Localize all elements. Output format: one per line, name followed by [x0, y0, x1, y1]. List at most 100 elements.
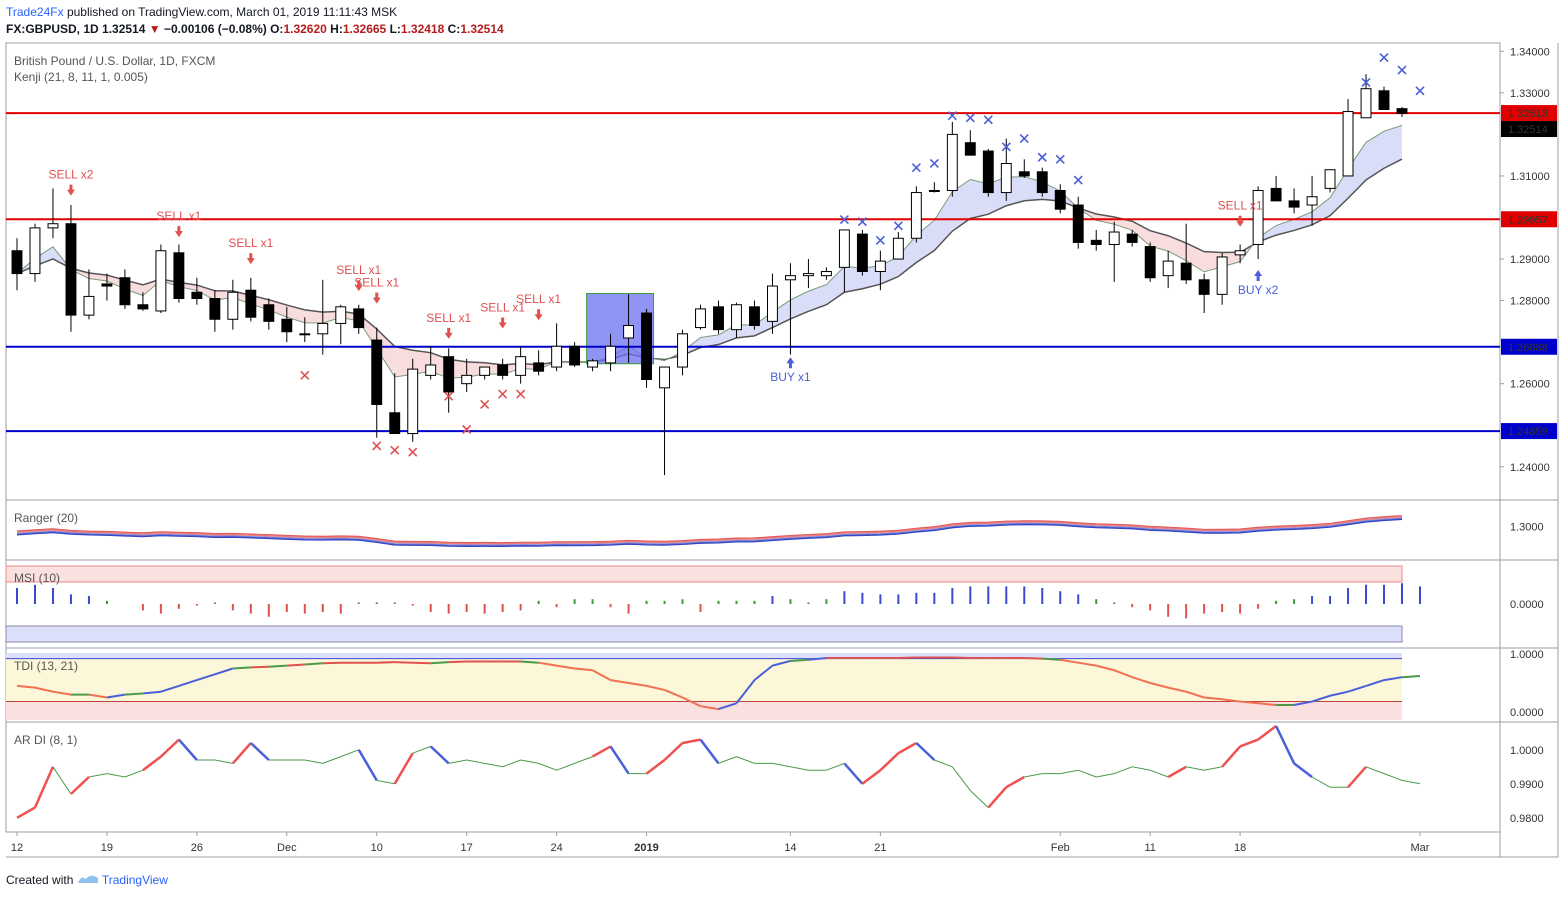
- ardi-line-segment: [591, 745, 612, 758]
- candle-body: [838, 229, 850, 268]
- tdi-line-segment: [790, 658, 809, 662]
- tdi-line-segment: [250, 665, 269, 669]
- tdi-line-segment: [1383, 676, 1403, 682]
- tdi-line-segment: [1078, 661, 1097, 667]
- tdi-line-segment: [394, 661, 413, 664]
- tdi-line-segment: [1365, 679, 1385, 687]
- ardi-line-segment: [520, 759, 539, 764]
- candle-body: [731, 304, 742, 331]
- publisher-link[interactable]: Trade24Fx: [6, 5, 64, 19]
- ardi-line-segment: [609, 745, 630, 775]
- tdi-line-segment: [1240, 700, 1259, 705]
- candle-body: [1180, 262, 1192, 281]
- candle-body: [1342, 111, 1354, 177]
- ardi-line-segment: [1024, 773, 1043, 778]
- kenji-cloud-fill: [196, 285, 215, 301]
- sell-signal-label: SELL x1: [354, 276, 399, 290]
- ranger-band-line: [16, 516, 1403, 545]
- tradingview-link[interactable]: TradingView: [101, 873, 168, 887]
- tdi-line-segment: [898, 656, 917, 660]
- ardi-line-segment: [214, 759, 233, 764]
- ardi-tick-label: 0.9900: [1510, 779, 1544, 791]
- ranger-band-line: [16, 515, 1403, 544]
- candle-body: [533, 362, 545, 372]
- ardi-line-segment: [1150, 769, 1169, 778]
- last-price-label: 1.32514: [1508, 124, 1548, 136]
- sell-arrow-icon: [1236, 215, 1245, 227]
- sell-x-mark: [390, 445, 400, 455]
- tdi-line-segment: [232, 666, 251, 670]
- tdi-tick-label: 1.0000: [1510, 649, 1544, 661]
- candle-body: [1036, 171, 1048, 194]
- ardi-line-segment: [699, 738, 720, 765]
- candle-body: [155, 250, 167, 312]
- sell-x-mark: [444, 391, 454, 401]
- candle-body: [101, 283, 113, 287]
- candle-body: [1216, 256, 1228, 295]
- ardi-line-segment: [340, 749, 359, 758]
- tdi-line-segment: [1095, 664, 1115, 672]
- candle-body: [11, 250, 23, 275]
- price-tick-label: 1.28000: [1510, 296, 1550, 308]
- buy-arrow-icon: [786, 357, 795, 369]
- time-tick-label: 24: [550, 842, 562, 854]
- candle-body: [443, 356, 455, 393]
- buy-x-mark: [929, 158, 939, 169]
- candle-body: [191, 291, 203, 300]
- time-tick-label: 19: [101, 842, 113, 854]
- down-arrow-icon: ▼: [148, 22, 161, 36]
- sell-x-mark: [372, 441, 382, 451]
- candle-body: [1162, 260, 1174, 277]
- buy-x-mark: [875, 235, 885, 245]
- ardi-line-segment: [1365, 766, 1385, 775]
- tdi-line-segment: [646, 684, 665, 691]
- ardi-line-segment: [1204, 766, 1223, 771]
- candle-body: [209, 298, 221, 320]
- symbol-label: FX:GBPUSD, 1D: [6, 22, 99, 36]
- ardi-line-segment: [1239, 738, 1259, 748]
- candle-body: [820, 271, 832, 277]
- kenji-cloud-fill: [1132, 221, 1151, 247]
- candle-body: [1396, 108, 1408, 114]
- candle-body: [659, 366, 670, 389]
- tdi-line-segment: [412, 661, 431, 665]
- candle-body: [425, 364, 437, 376]
- buy-x-mark: [839, 215, 849, 225]
- candle-body: [461, 374, 473, 385]
- high-value: 1.32665: [342, 22, 387, 36]
- kenji-cloud-fill: [898, 235, 917, 277]
- sell-signal-label: SELL x1: [426, 311, 471, 325]
- sell-x-mark: [480, 399, 490, 410]
- ardi-line-segment: [718, 756, 737, 764]
- candle-body: [119, 277, 131, 306]
- ardi-line-segment: [897, 741, 917, 755]
- tdi-line-segment: [700, 705, 719, 711]
- buy-signal-label: BUY x2: [1238, 283, 1279, 297]
- open-value: 1.32620: [283, 22, 327, 36]
- level-label-box: [1501, 211, 1557, 228]
- tdi-line-segment: [628, 682, 647, 687]
- ardi-line-segment: [843, 762, 864, 785]
- tdi-line-segment: [772, 659, 791, 667]
- tdi-line-segment: [16, 684, 36, 689]
- candle-body: [623, 325, 635, 339]
- buy-arrow-icon: [1254, 269, 1263, 281]
- time-tick-label: 17: [461, 842, 473, 854]
- ardi-line-segment: [124, 769, 144, 778]
- kenji-cloud-fill: [952, 179, 971, 232]
- candle-body: [47, 223, 59, 229]
- msi-lower-zone: [5, 625, 1403, 643]
- ranger-band-line: [16, 515, 1403, 544]
- ardi-line-segment: [826, 762, 845, 771]
- candle-body: [1378, 90, 1390, 110]
- candle-body: [874, 260, 886, 273]
- last-price: 1.32514: [102, 22, 146, 36]
- kenji-cloud-fill: [1384, 125, 1402, 169]
- ardi-line-segment: [160, 738, 180, 758]
- low-label: L:: [389, 22, 401, 36]
- price-tick-label: 1.33000: [1510, 88, 1550, 100]
- sell-arrow-icon: [372, 292, 381, 304]
- tdi-line-segment: [52, 690, 72, 696]
- candle-body: [1270, 187, 1282, 202]
